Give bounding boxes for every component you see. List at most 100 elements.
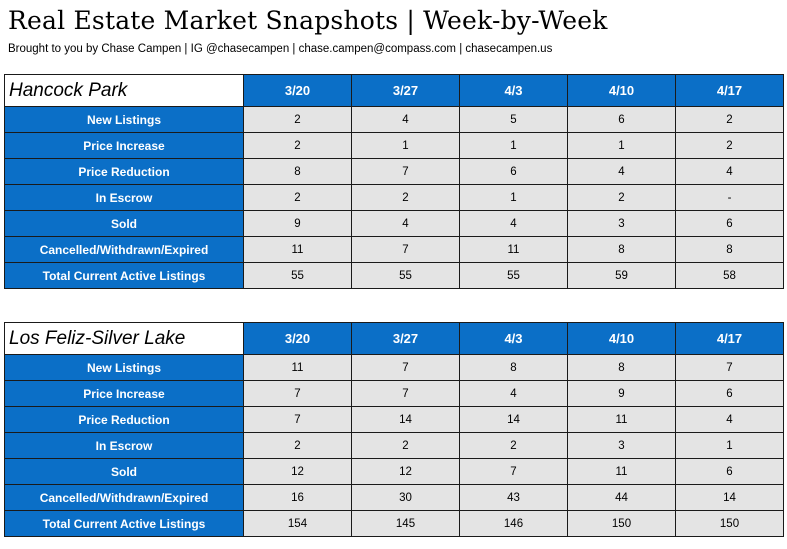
cell-value: 1: [459, 184, 568, 211]
row-label: Price Increase: [4, 132, 244, 159]
cell-value: 3: [567, 432, 676, 459]
table-row: Cancelled/Withdrawn/Expired 11 7 11 8 8: [4, 236, 784, 263]
row-label: Sold: [4, 458, 244, 485]
row-label: Total Current Active Listings: [4, 262, 244, 289]
cell-value: 9: [243, 210, 352, 237]
table-row: Price Increase 7 7 4 9 6: [4, 380, 784, 407]
cell-value: 150: [567, 510, 676, 537]
cell-value: 59: [567, 262, 676, 289]
table-row: Price Increase 2 1 1 1 2: [4, 132, 784, 159]
table-row: In Escrow 2 2 2 3 1: [4, 432, 784, 459]
week-header: 4/3: [459, 322, 568, 355]
cell-value: 2: [243, 132, 352, 159]
cell-value: 6: [675, 380, 784, 407]
cell-value: 8: [567, 236, 676, 263]
cell-value: 4: [351, 106, 460, 133]
cell-value: 2: [243, 432, 352, 459]
week-header: 4/17: [675, 74, 784, 107]
cell-value: 4: [351, 210, 460, 237]
cell-value: 44: [567, 484, 676, 511]
cell-value: 2: [675, 132, 784, 159]
cell-value: 8: [459, 354, 568, 381]
cell-value: 8: [675, 236, 784, 263]
cell-value: 55: [459, 262, 568, 289]
week-header: 3/27: [351, 322, 460, 355]
cell-value: 145: [351, 510, 460, 537]
row-label: Price Increase: [4, 380, 244, 407]
table-row: Cancelled/Withdrawn/Expired 16 30 43 44 …: [4, 484, 784, 511]
page-subtitle: Brought to you by Chase Campen | IG @cha…: [8, 43, 553, 55]
cell-value: 7: [351, 380, 460, 407]
cell-value: 2: [351, 432, 460, 459]
cell-value: 6: [675, 458, 784, 485]
row-label: New Listings: [4, 106, 244, 133]
cell-value: 4: [675, 158, 784, 185]
week-header: 4/3: [459, 74, 568, 107]
cell-value: 1: [459, 132, 568, 159]
cell-value: 7: [351, 158, 460, 185]
table-row: In Escrow 2 2 1 2 -: [4, 184, 784, 211]
row-label: Cancelled/Withdrawn/Expired: [4, 484, 244, 511]
cell-value: 7: [675, 354, 784, 381]
row-label: Price Reduction: [4, 406, 244, 433]
table-row: Sold 9 4 4 3 6: [4, 210, 784, 237]
cell-value: 7: [459, 458, 568, 485]
cell-value: 1: [567, 132, 676, 159]
cell-value: 11: [243, 354, 352, 381]
cell-value: 7: [243, 406, 352, 433]
table-row: New Listings 11 7 8 8 7: [4, 354, 784, 381]
table-row: Price Reduction 8 7 6 4 4: [4, 158, 784, 185]
cell-value: 4: [459, 380, 568, 407]
cell-value: 1: [351, 132, 460, 159]
row-label: In Escrow: [4, 184, 244, 211]
cell-value: 2: [243, 184, 352, 211]
cell-value: 6: [567, 106, 676, 133]
cell-value: 2: [675, 106, 784, 133]
row-label: Price Reduction: [4, 158, 244, 185]
cell-value: 6: [459, 158, 568, 185]
cell-value: 14: [459, 406, 568, 433]
cell-value: 14: [351, 406, 460, 433]
table-row: New Listings 2 4 5 6 2: [4, 106, 784, 133]
table-row: Total Current Active Listings 154 145 14…: [4, 510, 784, 537]
week-header: 4/10: [567, 322, 676, 355]
cell-value: 11: [243, 236, 352, 263]
cell-value: 16: [243, 484, 352, 511]
area-name: Hancock Park: [4, 74, 244, 107]
cell-value: 12: [243, 458, 352, 485]
cell-value: 55: [243, 262, 352, 289]
week-header: 4/17: [675, 322, 784, 355]
page-title: Real Estate Market Snapshots | Week-by-W…: [8, 6, 608, 35]
cell-value: 12: [351, 458, 460, 485]
row-label: New Listings: [4, 354, 244, 381]
cell-value: 11: [459, 236, 568, 263]
cell-value: 154: [243, 510, 352, 537]
week-header: 3/27: [351, 74, 460, 107]
cell-value: 11: [567, 458, 676, 485]
cell-value: 5: [459, 106, 568, 133]
cell-value: 3: [567, 210, 676, 237]
cell-value: 2: [243, 106, 352, 133]
cell-value: 7: [351, 236, 460, 263]
cell-value: 150: [675, 510, 784, 537]
cell-value: 8: [243, 158, 352, 185]
cell-value: 7: [351, 354, 460, 381]
cell-value: 43: [459, 484, 568, 511]
table-header-row: Los Feliz-Silver Lake 3/20 3/27 4/3 4/10…: [4, 322, 784, 355]
cell-value: 8: [567, 354, 676, 381]
cell-value: 2: [459, 432, 568, 459]
cell-value: 4: [459, 210, 568, 237]
row-label: Total Current Active Listings: [4, 510, 244, 537]
week-header: 3/20: [243, 322, 352, 355]
area-name: Los Feliz-Silver Lake: [4, 322, 244, 355]
row-label: Cancelled/Withdrawn/Expired: [4, 236, 244, 263]
cell-value: 6: [675, 210, 784, 237]
cell-value: 2: [351, 184, 460, 211]
table-row: Price Reduction 7 14 14 11 4: [4, 406, 784, 433]
cell-value: -: [675, 184, 784, 211]
table-row: Total Current Active Listings 55 55 55 5…: [4, 262, 784, 289]
cell-value: 58: [675, 262, 784, 289]
cell-value: 4: [567, 158, 676, 185]
cell-value: 4: [675, 406, 784, 433]
week-header: 3/20: [243, 74, 352, 107]
